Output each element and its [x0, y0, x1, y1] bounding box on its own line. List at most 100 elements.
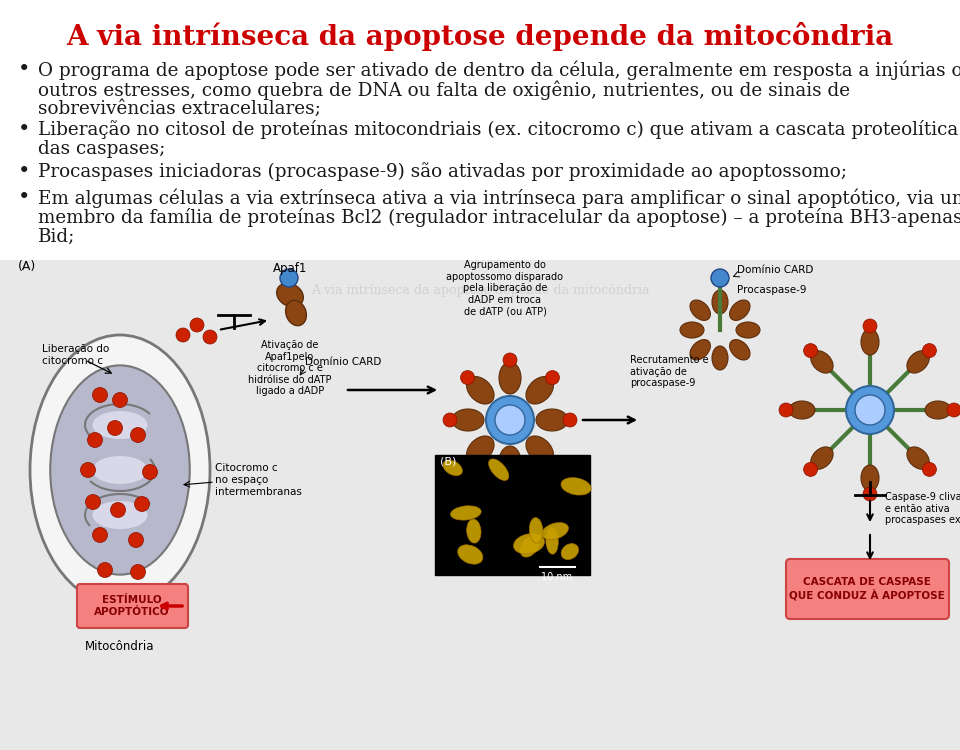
Circle shape: [711, 269, 729, 287]
Ellipse shape: [526, 436, 553, 463]
Circle shape: [804, 344, 818, 358]
Text: (B): (B): [440, 457, 456, 467]
Text: 10 nm: 10 nm: [541, 572, 572, 582]
FancyBboxPatch shape: [450, 470, 572, 494]
Ellipse shape: [907, 447, 929, 470]
Ellipse shape: [92, 501, 148, 529]
Circle shape: [503, 473, 517, 487]
Ellipse shape: [712, 290, 728, 314]
Ellipse shape: [811, 447, 833, 470]
Ellipse shape: [730, 340, 750, 360]
FancyBboxPatch shape: [786, 559, 949, 619]
Ellipse shape: [789, 401, 815, 419]
Circle shape: [112, 392, 128, 407]
Text: Procaspases iniciadoras (procaspase-9) são ativadas por proximidade ao apoptosso: Procaspases iniciadoras (procaspase-9) s…: [38, 162, 847, 181]
Text: Citocromo c
no espaço
intermembranas: Citocromo c no espaço intermembranas: [215, 464, 301, 496]
Circle shape: [461, 455, 474, 470]
Ellipse shape: [489, 459, 509, 481]
Text: Caspase-9 cliva
e então ativa
procaspases executoras: Caspase-9 cliva e então ativa procaspase…: [885, 492, 960, 525]
Circle shape: [85, 494, 101, 509]
Ellipse shape: [286, 300, 306, 326]
Circle shape: [545, 370, 560, 385]
Circle shape: [923, 344, 936, 358]
Ellipse shape: [526, 376, 553, 404]
Circle shape: [443, 413, 457, 427]
Circle shape: [846, 386, 894, 434]
Ellipse shape: [529, 518, 543, 543]
Ellipse shape: [861, 465, 879, 491]
Circle shape: [108, 421, 123, 436]
Ellipse shape: [499, 362, 521, 394]
Ellipse shape: [562, 544, 579, 560]
Circle shape: [863, 319, 877, 333]
Ellipse shape: [690, 300, 710, 320]
Ellipse shape: [276, 284, 303, 307]
Circle shape: [142, 464, 157, 479]
Circle shape: [923, 463, 936, 476]
Circle shape: [855, 395, 885, 425]
Text: ESTÍMULO
APOPTÓTICO: ESTÍMULO APOPTÓTICO: [94, 596, 170, 616]
Text: Procaspase-9: Procaspase-9: [737, 285, 806, 295]
Ellipse shape: [458, 544, 483, 564]
Circle shape: [280, 269, 298, 287]
Circle shape: [129, 532, 143, 548]
Circle shape: [92, 527, 108, 542]
Ellipse shape: [690, 340, 710, 360]
Text: CASCATA DE CASPASE
QUE CONDUZ À APOPTOSE: CASCATA DE CASPASE QUE CONDUZ À APOPTOSE: [789, 578, 945, 601]
FancyBboxPatch shape: [435, 455, 590, 575]
FancyBboxPatch shape: [77, 584, 188, 628]
Text: A via intrínseca da apoptose depende da mitocôndria: A via intrínseca da apoptose depende da …: [311, 284, 649, 297]
Ellipse shape: [467, 436, 494, 463]
Ellipse shape: [92, 456, 148, 484]
Circle shape: [495, 405, 525, 435]
Circle shape: [486, 396, 534, 444]
Circle shape: [190, 318, 204, 332]
Ellipse shape: [452, 409, 484, 431]
Circle shape: [110, 503, 126, 518]
Text: Agrupamento do
apoptossomo disparado
pela liberação de
dADP em troca
de dATP (ou: Agrupamento do apoptossomo disparado pel…: [446, 260, 564, 316]
Text: Recrutamento e
ativação de
procaspase-9: Recrutamento e ativação de procaspase-9: [630, 355, 708, 388]
Text: Liberação do
citocromo c: Liberação do citocromo c: [42, 344, 109, 366]
Circle shape: [461, 370, 474, 385]
Text: Apaf1: Apaf1: [273, 262, 307, 275]
Ellipse shape: [30, 335, 210, 605]
Text: •: •: [18, 162, 31, 181]
Circle shape: [87, 433, 103, 448]
Circle shape: [92, 388, 108, 403]
Ellipse shape: [736, 322, 760, 338]
Text: APOPTOSSOMO: APOPTOSSOMO: [466, 477, 556, 487]
Circle shape: [947, 403, 960, 417]
Circle shape: [176, 328, 190, 342]
Circle shape: [131, 565, 146, 580]
Text: Domínio CARD: Domínio CARD: [737, 265, 813, 275]
Ellipse shape: [467, 376, 494, 404]
Ellipse shape: [712, 346, 728, 370]
Ellipse shape: [925, 401, 951, 419]
Circle shape: [98, 562, 112, 578]
Circle shape: [131, 427, 146, 442]
Text: Ativação de
Apaf1pelo
citocromo c e
hidrólise do dATP
ligado a dADP: Ativação de Apaf1pelo citocromo c e hidr…: [249, 340, 332, 397]
Ellipse shape: [730, 300, 750, 320]
Circle shape: [779, 403, 793, 417]
Circle shape: [563, 413, 577, 427]
Circle shape: [134, 496, 150, 512]
Circle shape: [203, 330, 217, 344]
Text: (A): (A): [18, 260, 36, 273]
Text: Bid;: Bid;: [38, 228, 76, 246]
Circle shape: [863, 487, 877, 501]
Circle shape: [81, 463, 95, 478]
Ellipse shape: [520, 536, 539, 557]
Text: Liberação no citosol de proteínas mitocondriais (ex. citocromo c) que ativam a c: Liberação no citosol de proteínas mitoco…: [38, 120, 958, 139]
Text: sobrevivências extracelulares;: sobrevivências extracelulares;: [38, 100, 321, 118]
Ellipse shape: [811, 351, 833, 373]
Text: •: •: [18, 120, 31, 139]
Text: das caspases;: das caspases;: [38, 140, 165, 158]
Ellipse shape: [680, 322, 704, 338]
Text: •: •: [18, 60, 31, 79]
Text: A via intrínseca da apoptose depende da mitocôndria: A via intrínseca da apoptose depende da …: [66, 22, 894, 51]
Ellipse shape: [443, 460, 463, 476]
Ellipse shape: [450, 506, 481, 520]
Text: Domínio CARD: Domínio CARD: [305, 357, 381, 367]
Ellipse shape: [861, 329, 879, 355]
Text: Mitocôndria: Mitocôndria: [85, 640, 155, 653]
